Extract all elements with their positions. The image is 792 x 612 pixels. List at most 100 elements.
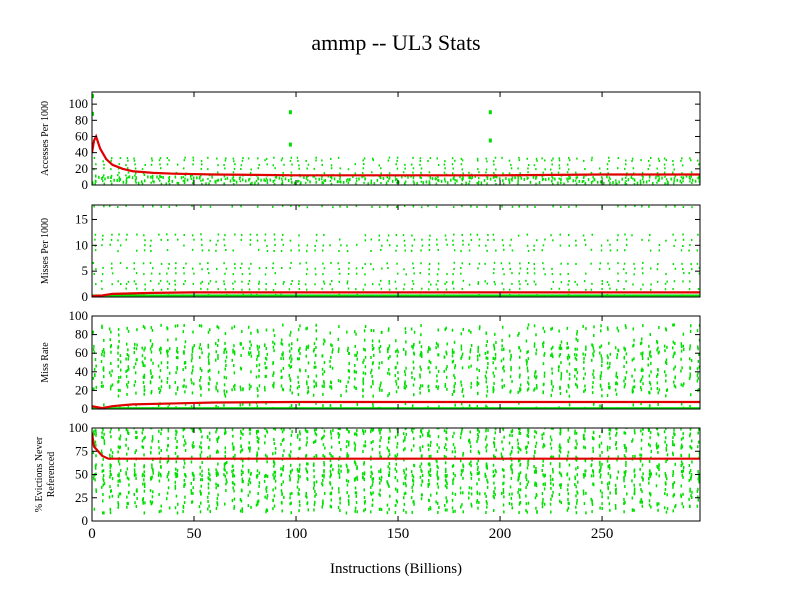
scatter-point xyxy=(381,388,383,392)
scatter-point xyxy=(388,176,391,180)
scatter-point xyxy=(207,268,209,271)
scatter-point xyxy=(672,443,674,447)
scatter-point xyxy=(354,448,356,452)
scatter-point xyxy=(511,468,513,472)
scatter-point xyxy=(95,433,97,437)
scatter-point xyxy=(110,157,113,160)
scatter-point xyxy=(297,375,299,379)
scatter-point xyxy=(346,428,348,431)
scatter-point xyxy=(364,440,367,444)
scatter-point xyxy=(488,110,492,115)
scatter-point xyxy=(657,391,660,395)
scatter-point xyxy=(649,404,651,408)
scatter-point xyxy=(437,268,440,271)
scatter-point xyxy=(536,386,538,390)
scatter-point xyxy=(476,482,478,486)
scatter-point xyxy=(534,370,537,374)
scatter-point xyxy=(697,288,700,291)
scatter-point xyxy=(355,180,358,183)
scatter-point xyxy=(405,412,407,415)
scatter-point xyxy=(575,176,578,180)
scatter-point xyxy=(501,205,503,208)
scatter-point xyxy=(641,267,644,270)
scatter-point xyxy=(110,411,112,414)
scatter-point xyxy=(175,445,178,449)
scatter-point xyxy=(591,233,594,236)
scatter-point xyxy=(298,469,300,473)
scatter-point xyxy=(158,429,160,433)
scatter-point xyxy=(673,443,675,447)
scatter-point xyxy=(241,330,243,334)
scatter-point xyxy=(452,167,454,170)
scatter-point xyxy=(232,474,234,478)
scatter-point xyxy=(378,283,381,286)
scatter-point xyxy=(395,206,398,209)
scatter-point xyxy=(133,470,136,474)
scatter-point xyxy=(159,179,161,182)
scatter-point xyxy=(413,352,416,356)
scatter-point xyxy=(444,508,447,512)
scatter-point xyxy=(103,163,105,166)
scatter-point xyxy=(217,450,219,454)
scatter-point xyxy=(379,431,381,435)
scatter-point xyxy=(388,244,391,247)
scatter-point xyxy=(119,434,122,438)
scatter-point xyxy=(526,283,529,286)
scatter-point xyxy=(428,482,431,486)
scatter-point xyxy=(599,404,601,408)
scatter-point xyxy=(127,432,130,436)
scatter-point xyxy=(680,349,683,353)
scatter-point xyxy=(598,434,601,438)
scatter-point xyxy=(94,466,97,470)
scatter-point xyxy=(608,463,611,467)
scatter-point xyxy=(500,359,503,363)
scatter-point xyxy=(493,473,496,477)
scatter-point xyxy=(517,445,519,449)
scatter-point xyxy=(223,432,226,436)
scatter-point xyxy=(558,471,561,475)
scatter-point xyxy=(558,354,561,358)
scatter-point xyxy=(307,346,309,350)
scatter-point xyxy=(485,510,487,514)
scatter-point xyxy=(370,249,372,252)
scatter-point xyxy=(585,347,587,351)
scatter-point xyxy=(256,354,259,358)
scatter-point xyxy=(118,446,121,450)
scatter-point xyxy=(493,454,495,458)
scatter-point xyxy=(446,482,448,486)
scatter-point xyxy=(297,380,300,384)
scatter-point xyxy=(639,453,641,457)
scatter-point xyxy=(411,371,413,375)
scatter-point xyxy=(177,502,179,506)
scatter-point xyxy=(109,469,112,473)
scatter-point xyxy=(688,471,691,475)
scatter-point xyxy=(257,157,259,160)
scatter-point xyxy=(272,164,275,167)
scatter-point xyxy=(560,472,562,476)
scatter-point xyxy=(191,371,193,375)
scatter-point xyxy=(558,329,560,333)
scatter-point xyxy=(288,373,291,377)
scatter-point xyxy=(387,180,389,183)
scatter-point xyxy=(665,178,668,181)
scatter-point xyxy=(412,346,414,350)
scatter-point xyxy=(450,178,452,182)
scatter-point xyxy=(550,486,552,490)
scatter-point xyxy=(388,327,390,331)
scatter-point xyxy=(207,410,209,413)
scatter-point xyxy=(631,358,634,362)
scatter-point xyxy=(436,238,438,241)
scatter-point xyxy=(223,392,226,396)
scatter-point xyxy=(485,449,488,453)
scatter-point xyxy=(428,359,431,363)
scatter-point xyxy=(250,168,252,171)
scatter-point xyxy=(542,473,544,477)
scatter-point xyxy=(622,268,625,271)
scatter-point xyxy=(649,156,652,159)
scatter-point xyxy=(665,474,667,478)
scatter-point xyxy=(125,452,128,456)
scatter-point xyxy=(697,233,699,236)
scatter-point xyxy=(110,330,112,334)
scatter-point xyxy=(454,179,456,182)
scatter-point xyxy=(175,349,178,353)
